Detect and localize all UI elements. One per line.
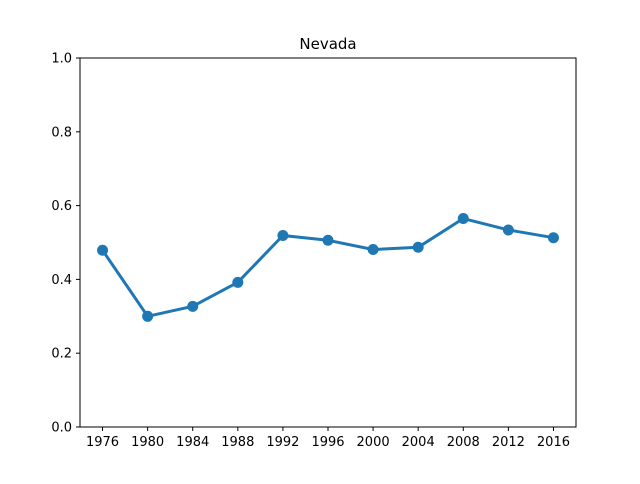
data-point	[367, 244, 379, 256]
plot-frame	[79, 57, 577, 428]
y-tick-label: 0.2	[51, 347, 72, 362]
x-tick-label: 1984	[176, 435, 209, 450]
x-tick-label: 1996	[311, 435, 344, 450]
data-point	[412, 241, 424, 253]
data-point	[187, 300, 199, 312]
y-tick-label: 0.8	[51, 125, 72, 140]
data-point	[457, 213, 469, 225]
series-layer	[97, 213, 559, 322]
x-tick-label: 2004	[402, 435, 435, 450]
data-point	[502, 224, 514, 236]
x-tick-label: 1980	[131, 435, 164, 450]
data-point	[232, 276, 244, 288]
x-tick-label: 2012	[492, 435, 525, 450]
data-point	[142, 310, 154, 322]
data-point	[277, 229, 289, 241]
y-tick-label: 0.0	[51, 421, 72, 436]
y-tick-label: 1.0	[51, 52, 72, 67]
x-tick-label: 1976	[86, 435, 119, 450]
chart-title: Nevada	[299, 35, 356, 53]
y-tick-label: 0.6	[51, 199, 72, 214]
x-tick-label: 2008	[447, 435, 480, 450]
y-tick-label: 0.4	[51, 273, 72, 288]
data-point	[547, 232, 559, 244]
x-tick-label: 2016	[537, 435, 570, 450]
data-point	[97, 244, 109, 256]
y-axis: 0.0 0.2 0.4 0.6 0.8 1.0	[51, 52, 80, 436]
data-point	[322, 234, 334, 246]
x-axis: 1976 1980 1984 1988 1992 1996 2000 2004 2008 2012…	[86, 427, 570, 450]
x-tick-label: 1988	[221, 435, 254, 450]
x-tick-label: 2000	[357, 435, 390, 450]
series-line	[101, 217, 555, 318]
x-tick-label: 1992	[266, 435, 299, 450]
